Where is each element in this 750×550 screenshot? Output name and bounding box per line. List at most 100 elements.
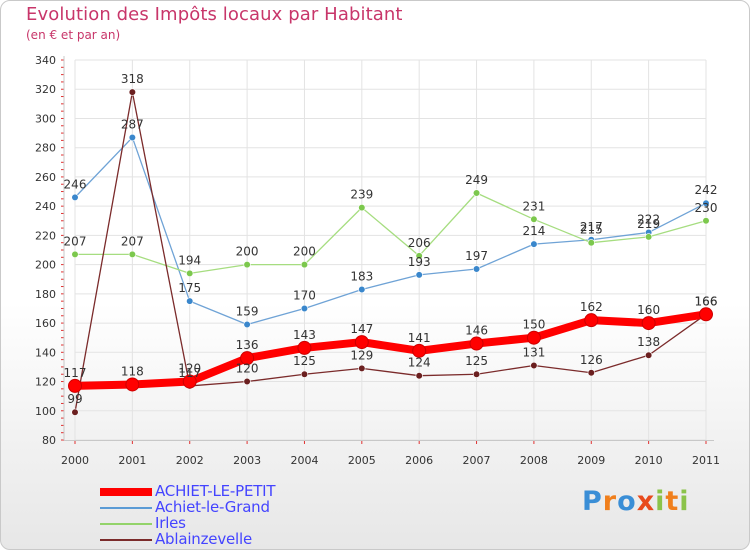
legend-label: Achiet-le-Grand — [155, 498, 270, 516]
data-point — [300, 304, 309, 313]
data-label: 200 — [236, 245, 259, 259]
data-label: 239 — [350, 188, 373, 202]
y-tick-label: 140 — [35, 346, 56, 359]
data-label: 197 — [465, 249, 488, 263]
data-point — [584, 313, 599, 328]
data-point — [128, 88, 136, 96]
logo-letter: r — [602, 486, 618, 517]
x-tick-label: 2009 — [577, 454, 605, 467]
data-label: 120 — [236, 362, 259, 376]
data-label: 230 — [695, 201, 718, 215]
data-label: 242 — [695, 183, 718, 197]
logo-letter: i — [679, 486, 690, 517]
data-point — [240, 351, 255, 366]
data-point — [182, 374, 197, 389]
logo-letter: P — [582, 486, 603, 517]
y-tick-label: 100 — [35, 405, 56, 418]
data-point — [702, 199, 710, 207]
data-label: 99 — [67, 392, 82, 406]
data-label: 126 — [580, 353, 603, 367]
y-tick-label: 180 — [35, 288, 56, 301]
data-label: 166 — [695, 294, 718, 308]
legend-swatch — [100, 507, 152, 509]
x-tick-label: 2010 — [635, 454, 663, 467]
data-label: 141 — [408, 331, 431, 345]
series-line-ablainzevelle — [74, 91, 707, 413]
data-label: 287 — [121, 117, 144, 131]
data-point — [186, 297, 194, 305]
data-label: 214 — [522, 224, 545, 238]
data-label: 231 — [522, 199, 545, 213]
data-label: 175 — [178, 281, 201, 295]
data-label: 125 — [293, 354, 316, 368]
data-point — [243, 320, 251, 329]
data-label: 160 — [637, 303, 660, 317]
data-label: 200 — [293, 245, 316, 259]
legend-swatch — [100, 539, 152, 541]
legend-label: Irles — [155, 514, 186, 532]
data-label: 147 — [350, 322, 373, 336]
data-point — [128, 250, 136, 258]
data-label: 143 — [293, 328, 316, 342]
data-point — [358, 364, 366, 372]
data-label: 117 — [178, 366, 201, 380]
data-label: 249 — [465, 173, 488, 187]
x-tick-label: 2005 — [348, 454, 376, 467]
data-label: 170 — [293, 288, 316, 302]
data-point — [186, 269, 194, 277]
legend-label: ACHIET-LE-PETIT — [155, 482, 276, 500]
y-tick-label: 220 — [35, 229, 56, 242]
data-label: 159 — [236, 305, 259, 319]
data-label: 318 — [121, 72, 144, 86]
data-point — [415, 252, 423, 260]
data-point — [530, 240, 538, 248]
data-label: 246 — [64, 177, 87, 191]
legend-label: Ablainzevelle — [155, 530, 252, 548]
y-tick-label: 200 — [35, 259, 56, 272]
data-label: 138 — [637, 335, 660, 349]
data-point — [472, 265, 481, 273]
data-point — [587, 239, 595, 247]
data-point — [530, 361, 538, 370]
data-point — [699, 307, 713, 322]
data-label: 120 — [178, 362, 201, 376]
data-point — [530, 215, 538, 223]
data-label: 207 — [121, 234, 144, 248]
data-point — [645, 351, 653, 359]
data-point — [71, 193, 79, 201]
data-label: 166 — [695, 294, 718, 308]
data-point — [645, 233, 653, 241]
data-point — [358, 204, 366, 212]
data-point — [412, 343, 427, 358]
x-tick-label: 2008 — [520, 454, 548, 467]
data-point — [641, 316, 656, 331]
data-label: 129 — [350, 348, 373, 362]
data-label: 215 — [580, 223, 603, 237]
data-point — [297, 340, 312, 355]
data-label: 136 — [236, 338, 259, 352]
data-point — [71, 250, 79, 258]
legend-swatch — [100, 488, 152, 496]
data-point — [526, 330, 541, 345]
data-point — [587, 369, 595, 377]
data-point — [71, 408, 79, 416]
data-point — [128, 133, 136, 142]
data-point — [415, 372, 423, 380]
x-tick-label: 2001 — [118, 454, 146, 467]
data-point — [354, 335, 369, 350]
series-line-achiet-le-grand — [74, 136, 707, 326]
data-label: 118 — [121, 364, 144, 378]
data-label: 222 — [637, 212, 660, 226]
x-tick-label: 2002 — [176, 454, 204, 467]
data-point — [125, 377, 140, 392]
data-label: 124 — [408, 356, 431, 370]
series-line-achiet-le-petit — [71, 310, 710, 390]
y-tick-label: 320 — [35, 83, 56, 96]
data-point — [702, 217, 710, 225]
data-label: 194 — [178, 253, 201, 267]
data-point — [358, 285, 366, 294]
data-label: 219 — [637, 217, 660, 231]
series-line-irles — [74, 192, 707, 275]
data-label: 146 — [465, 324, 488, 338]
data-label: 125 — [465, 354, 488, 368]
